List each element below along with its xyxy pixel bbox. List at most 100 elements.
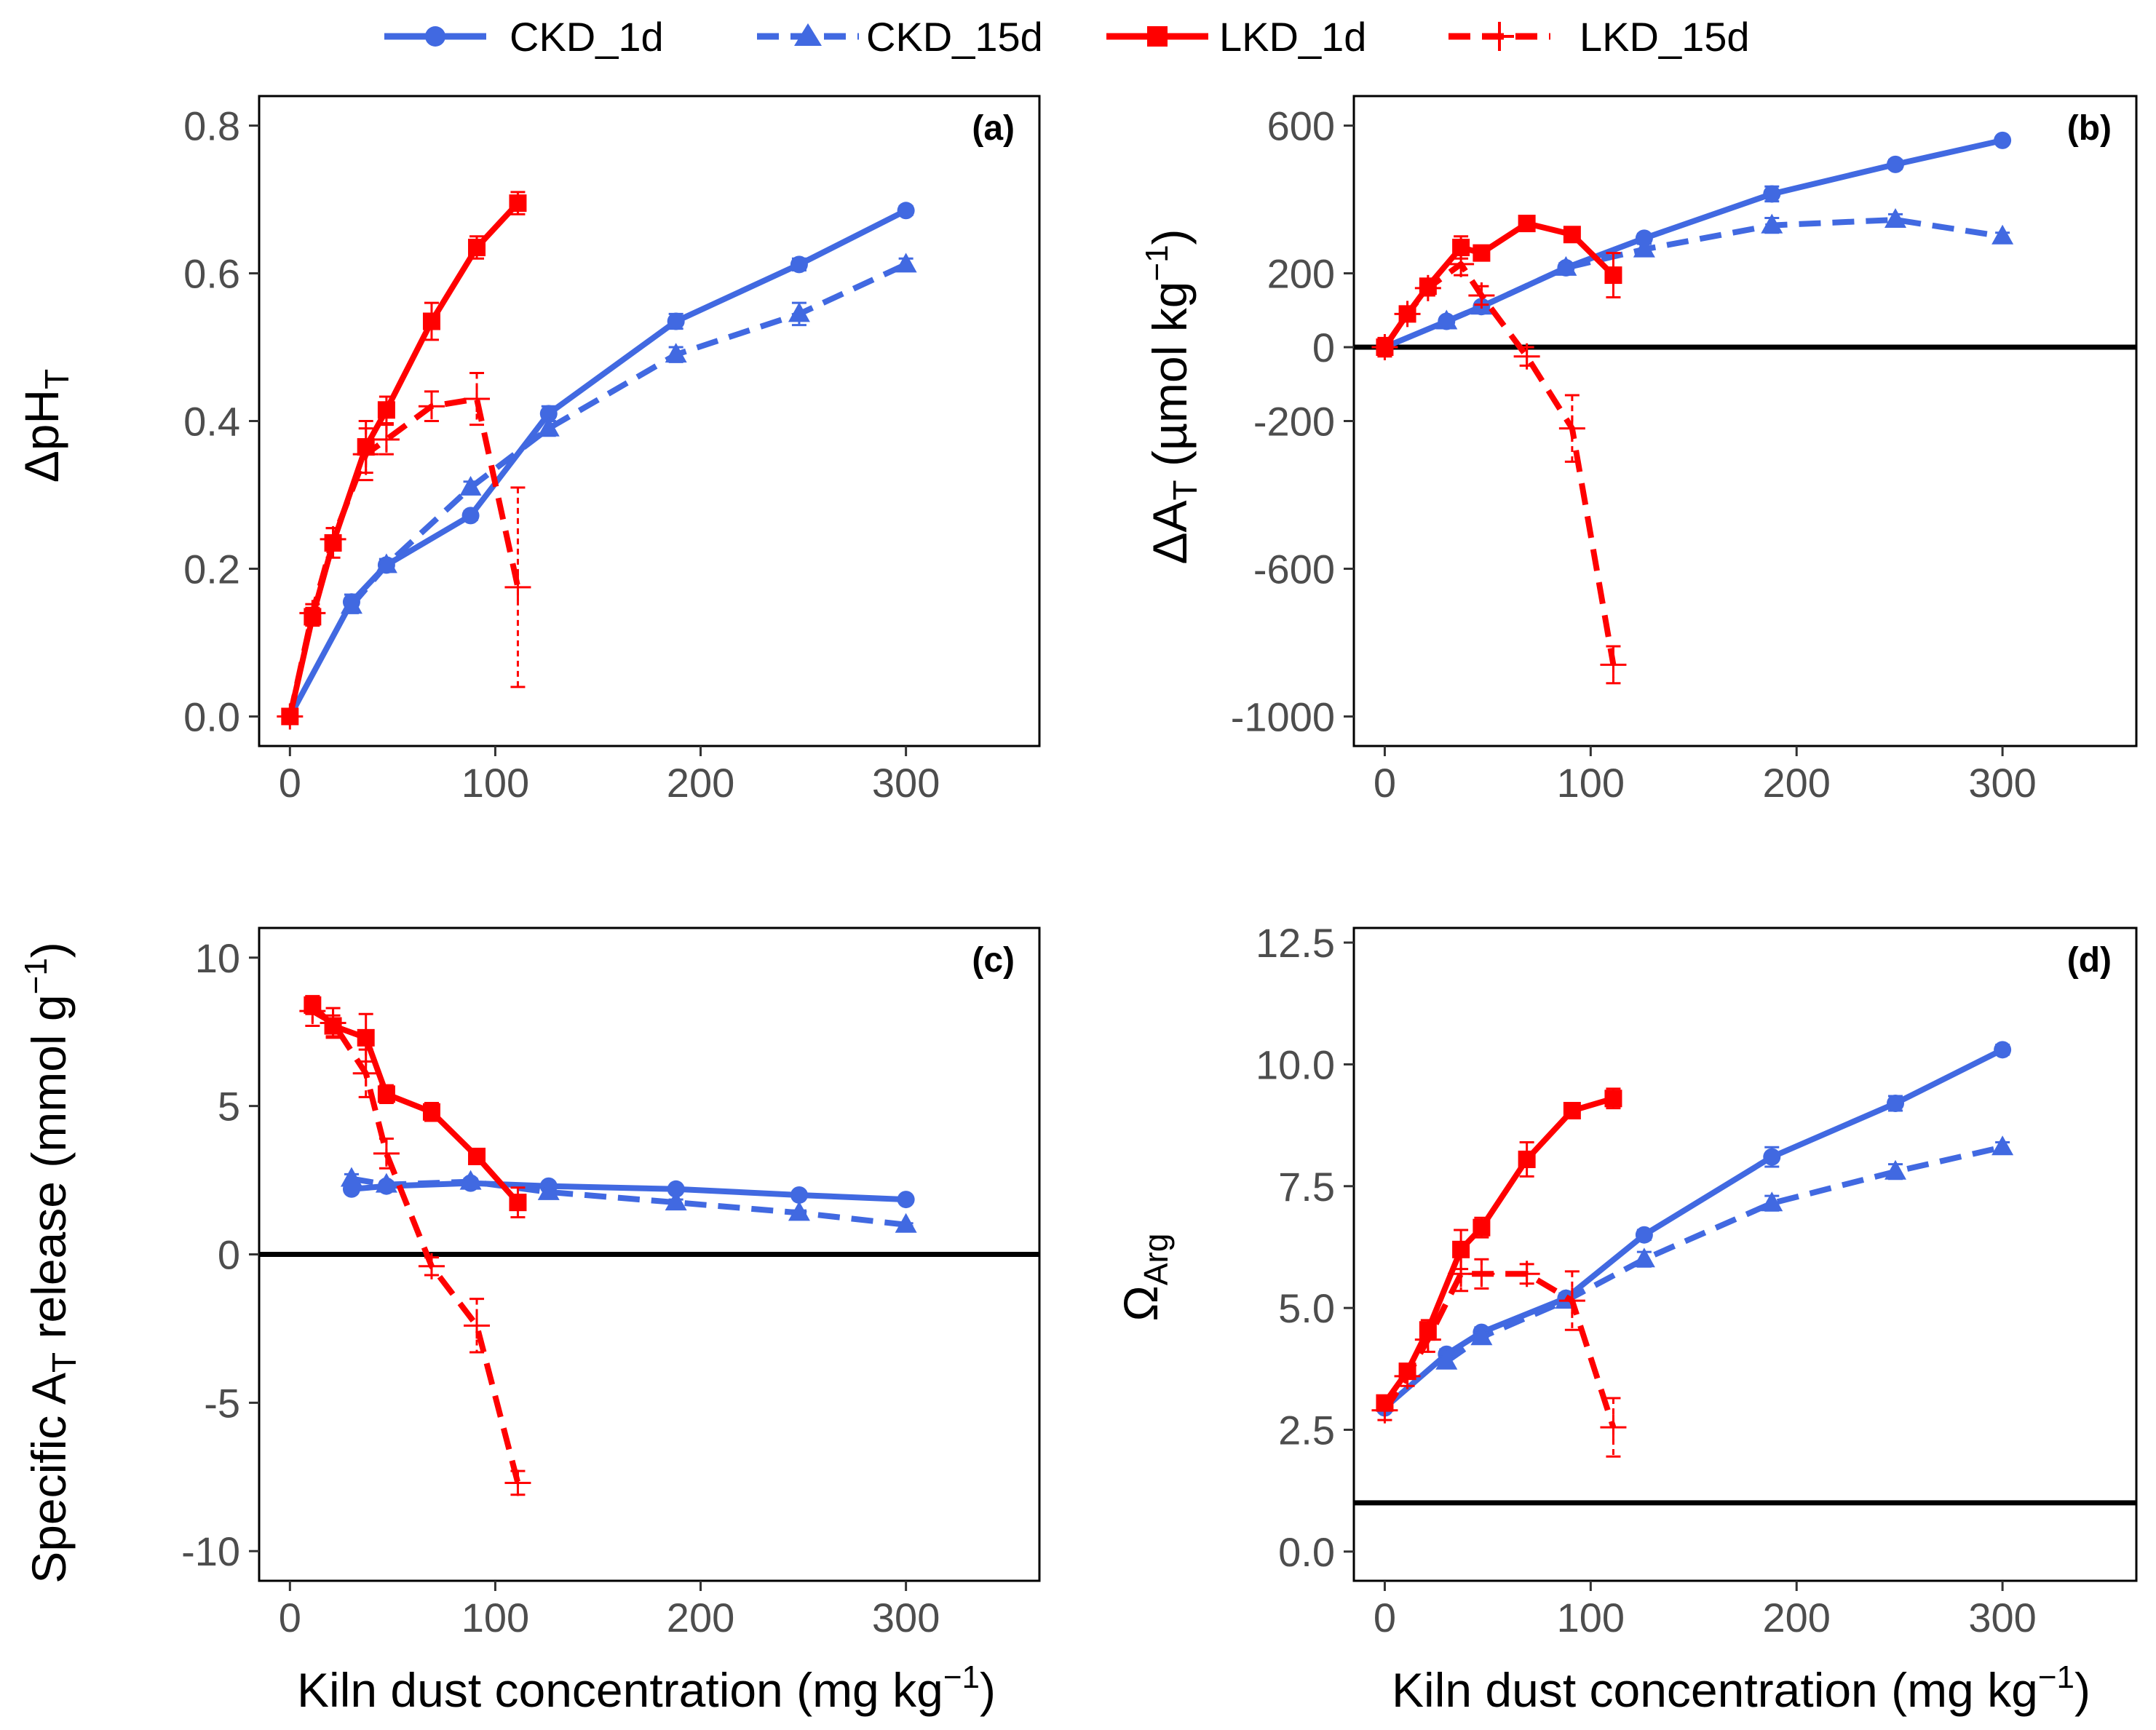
data-point bbox=[1371, 334, 1398, 361]
data-point bbox=[667, 312, 685, 330]
data-point bbox=[340, 594, 362, 614]
series-line-lkd-15d bbox=[1382, 1271, 1617, 1429]
x-tick-label: 0 bbox=[1374, 760, 1396, 806]
series-lkd-15d bbox=[277, 372, 531, 730]
data-point bbox=[352, 441, 379, 468]
series-line-lkd-15d bbox=[1382, 261, 1617, 666]
y-tick-label: 7.5 bbox=[1278, 1164, 1335, 1210]
y-tick-label: 0 bbox=[218, 1232, 240, 1278]
panel-a: 0 100 200 300 0.0 0.2 0.4 0.6 0.8 (a) bbox=[183, 95, 1041, 806]
data-point bbox=[1761, 1191, 1783, 1212]
data-point bbox=[897, 202, 915, 220]
data-point bbox=[1763, 1148, 1781, 1166]
y-tick-label: -5 bbox=[204, 1380, 240, 1426]
data-point bbox=[468, 1147, 486, 1165]
y-tick-label: 12.5 bbox=[1256, 920, 1335, 966]
series-ckd-15d bbox=[340, 1167, 917, 1233]
data-point bbox=[1600, 651, 1627, 678]
data-layer bbox=[277, 191, 917, 730]
error-bar bbox=[1564, 1270, 1580, 1331]
data-point bbox=[422, 1103, 440, 1121]
data-point bbox=[788, 302, 810, 322]
data-point bbox=[1635, 1226, 1653, 1244]
legend-label-lkd15: LKD_15d bbox=[1580, 14, 1750, 60]
data-point bbox=[299, 998, 326, 1025]
y-tick-label: 10 bbox=[195, 935, 240, 981]
data-point bbox=[1991, 224, 2014, 245]
panel-d: 0 100 200 300 0.0 2.5 5.0 7.5 10.0 12.5 (d) bbox=[1256, 920, 2138, 1640]
data-layer bbox=[1371, 131, 2014, 685]
data-point bbox=[1448, 250, 1475, 277]
data-point bbox=[1887, 155, 1905, 173]
data-point bbox=[352, 1060, 379, 1087]
data-point bbox=[1761, 213, 1783, 234]
y-axis-title-a: ΔpHT bbox=[15, 369, 76, 483]
data-point bbox=[1473, 244, 1491, 262]
data-point bbox=[468, 239, 486, 257]
y-axis-title-b: ΔAT (µmol kg−1) bbox=[1139, 229, 1204, 564]
x-tick-label: 300 bbox=[872, 760, 940, 806]
data-point bbox=[1994, 1041, 2012, 1059]
panel-c: 0 100 200 300 -10 -5 0 5 10 (c) bbox=[181, 926, 1041, 1640]
legend-label-ckd1: CKD_1d bbox=[510, 14, 664, 60]
data-point bbox=[320, 525, 346, 552]
data-point bbox=[1994, 131, 2012, 149]
data-point bbox=[1468, 1261, 1495, 1287]
data-point bbox=[1604, 266, 1622, 285]
data-point bbox=[375, 1172, 397, 1193]
error-bar bbox=[469, 1298, 485, 1354]
y-tick-label: 600 bbox=[1267, 103, 1335, 149]
y-tick-label: 0.8 bbox=[183, 103, 240, 149]
data-point bbox=[1763, 185, 1781, 203]
data-point bbox=[459, 475, 482, 496]
data-point bbox=[459, 1170, 482, 1190]
data-point bbox=[1887, 1094, 1905, 1112]
panel-tag: (d) bbox=[2067, 941, 2112, 980]
y-tick-label: -200 bbox=[1253, 399, 1335, 445]
data-point bbox=[299, 600, 326, 627]
y-tick-label: 0.2 bbox=[183, 546, 240, 592]
x-tick-label: 100 bbox=[1557, 760, 1625, 806]
data-point bbox=[537, 416, 560, 437]
data-point bbox=[895, 1213, 917, 1233]
y-tick-label: 200 bbox=[1267, 251, 1335, 297]
data-point bbox=[1414, 274, 1441, 301]
data-point bbox=[320, 1009, 346, 1036]
data-point bbox=[1991, 1135, 2014, 1156]
y-tick-label: -10 bbox=[181, 1528, 240, 1574]
legend-entry-ckd15: CKD_15d bbox=[757, 14, 1043, 60]
data-point bbox=[1604, 1090, 1622, 1108]
y-tick-label: 2.5 bbox=[1278, 1407, 1335, 1453]
data-point bbox=[509, 194, 527, 213]
data-layer bbox=[299, 995, 917, 1496]
x-tick-label: 100 bbox=[1557, 1595, 1625, 1640]
x-axis-title-c: Kiln dust concentration (mg kg−1) bbox=[297, 1659, 996, 1717]
data-point bbox=[1513, 1261, 1540, 1287]
x-tick-label: 300 bbox=[872, 1595, 940, 1640]
x-tick-label: 100 bbox=[461, 1595, 529, 1640]
data-point bbox=[418, 1253, 445, 1279]
series-lkd-15d bbox=[299, 995, 531, 1496]
data-point bbox=[895, 253, 917, 273]
data-point bbox=[665, 343, 687, 363]
data-point bbox=[377, 1085, 395, 1103]
data-point bbox=[418, 393, 445, 420]
data-point bbox=[377, 401, 395, 419]
y-tick-label: 5 bbox=[218, 1084, 240, 1130]
error-bar bbox=[510, 486, 526, 689]
x-axis-title-d: Kiln dust concentration (mg kg−1) bbox=[1392, 1659, 2090, 1717]
data-point bbox=[464, 1312, 491, 1339]
data-point bbox=[1473, 1218, 1491, 1237]
data-point bbox=[1435, 1349, 1458, 1370]
data-point bbox=[1371, 1397, 1398, 1424]
x-tick-label: 0 bbox=[279, 760, 301, 806]
data-point bbox=[504, 1469, 531, 1496]
data-point bbox=[509, 1194, 527, 1212]
data-point bbox=[788, 1201, 810, 1221]
data-point bbox=[1563, 226, 1581, 244]
data-point bbox=[1558, 415, 1585, 442]
data-point bbox=[504, 574, 531, 600]
data-point bbox=[1633, 1247, 1655, 1268]
x-tick-label: 200 bbox=[1763, 1595, 1831, 1640]
legend-label-ckd15: CKD_15d bbox=[866, 14, 1043, 60]
